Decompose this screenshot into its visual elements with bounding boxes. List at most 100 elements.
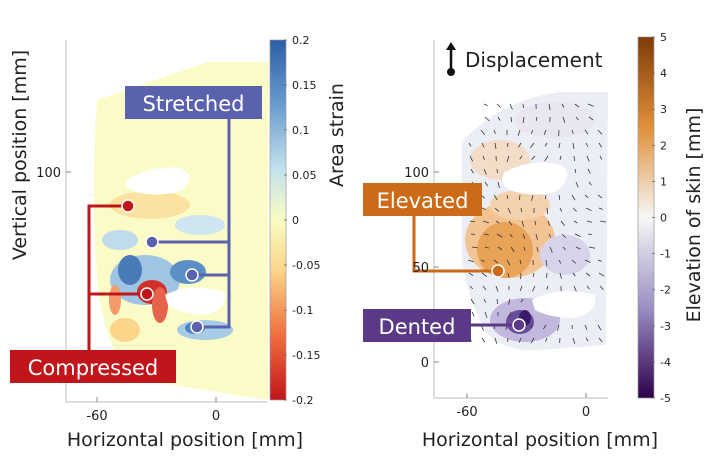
displacement-vector	[558, 259, 562, 264]
displacement-vector	[469, 220, 475, 223]
displacement-vector	[561, 233, 566, 238]
displacement-vector	[531, 194, 534, 201]
displacement-vector	[484, 311, 488, 318]
displacement-vector	[535, 116, 538, 121]
displacement-vector	[510, 246, 515, 253]
left-mouth-hole	[165, 287, 226, 315]
displacement-vector	[585, 272, 591, 277]
displacement-vector	[574, 233, 581, 237]
displacement-vector	[585, 337, 589, 342]
colorbar-tick-label: -2	[660, 284, 671, 297]
displacement-vector	[547, 220, 550, 226]
displacement-vector	[497, 181, 500, 188]
displacement-vector	[482, 285, 487, 291]
displacement-vector	[559, 272, 562, 279]
displacement-vector	[574, 168, 577, 173]
displacement-vector	[584, 324, 588, 330]
displacement-vector	[519, 259, 522, 264]
displacement-vector	[575, 246, 581, 250]
displacement-vector	[484, 246, 489, 249]
stretched-annotation: Stretched	[125, 86, 262, 334]
displacement-vector	[530, 324, 534, 329]
displacement-vector	[506, 259, 511, 266]
displacement-vector	[508, 298, 511, 305]
displacement-vector	[584, 194, 589, 198]
colorbar-tick-label: 5	[660, 31, 667, 44]
displacement-vector	[518, 142, 522, 148]
right-y-tick-100: 100	[404, 166, 429, 181]
displacement-vector	[519, 194, 521, 201]
displacement-vector	[468, 142, 472, 147]
displacement-vector	[532, 272, 535, 277]
right-y-tick-0: 0	[421, 356, 429, 371]
displacement-vector	[573, 155, 575, 162]
compressed-annotation: Compressed	[10, 199, 176, 383]
displacement-vector	[549, 246, 553, 253]
colorbar-tick-label: 0.15	[292, 79, 317, 92]
displacement-vector	[483, 103, 488, 107]
displacement-vector	[573, 220, 578, 224]
displacement-vector	[572, 337, 576, 344]
displacement-vector	[495, 285, 499, 292]
displacement-vector	[587, 168, 591, 174]
displacement-vector	[521, 220, 525, 227]
displacement-vector	[548, 103, 551, 110]
displacement-vector	[494, 142, 497, 149]
displacement-vector	[535, 233, 538, 240]
colorbar-tick-label: -5	[660, 392, 671, 405]
displacement-vector	[588, 116, 594, 121]
stretched-label: Stretched	[143, 92, 245, 116]
displacement-vector	[496, 103, 501, 108]
displacement-vector	[471, 246, 478, 249]
displacement-vector	[470, 168, 474, 174]
displacement-vector	[493, 259, 499, 264]
displacement-vector	[530, 142, 535, 149]
displacement-vector	[599, 285, 604, 290]
colorbar-tick-label: 4	[660, 67, 667, 80]
colorbar-tick-label: -0.15	[292, 349, 320, 362]
displacement-vector	[467, 259, 474, 263]
colorbar-tick-label: 0.05	[292, 169, 317, 182]
displacement-vector	[496, 298, 498, 305]
displacement-vector	[482, 220, 489, 224]
displacement-vector	[575, 181, 579, 188]
displacement-vector	[598, 207, 603, 210]
displacement-vector	[518, 337, 522, 343]
displacement-vector	[598, 272, 605, 277]
displacement-vector	[560, 220, 566, 227]
colorbar-tick-label: -0.2	[292, 394, 313, 407]
displacement-vector	[597, 324, 602, 331]
displacement-vector	[522, 103, 524, 109]
displacement-vector	[588, 246, 595, 249]
displacement-legend: Displacement	[446, 42, 603, 76]
displacement-vector	[481, 272, 488, 277]
left-x-tick-neg60: -60	[86, 409, 107, 424]
displacement-vector	[559, 155, 562, 160]
colorbar-tick-label: 1	[660, 175, 667, 188]
displacement-vector	[572, 207, 577, 212]
displacement-vector	[584, 259, 591, 263]
displacement-vector	[493, 194, 498, 201]
displacement-vector	[481, 142, 485, 148]
colorbar-tick-label: 0.1	[292, 124, 310, 137]
colorbar-tick-label: -3	[660, 320, 671, 333]
displacement-vector	[520, 207, 522, 213]
elevation-colorbar: 5 4 3 2 1 0 -1 -2 -3 -4 -5	[637, 31, 671, 405]
displacement-vector	[530, 129, 534, 134]
colorbar-tick-label: -0.1	[292, 304, 313, 317]
displacement-vector	[587, 233, 592, 235]
displacement-vector	[471, 311, 475, 317]
colorbar-tick-label: -4	[660, 356, 671, 369]
displacement-vector	[469, 285, 473, 290]
colorbar-label-elevation: Elevation of skin [mm]	[683, 108, 705, 323]
colorbar-tick-label: 0.2	[292, 34, 310, 47]
colorbar-tick-label: 3	[660, 103, 667, 116]
displacement-vector	[469, 155, 474, 162]
displacement-vector	[517, 129, 521, 136]
displacement-vector	[572, 142, 575, 149]
displacement-vector	[520, 311, 525, 318]
displacement-vector	[481, 337, 486, 343]
displacement-vector	[597, 259, 602, 262]
displacement-vector	[507, 272, 510, 278]
